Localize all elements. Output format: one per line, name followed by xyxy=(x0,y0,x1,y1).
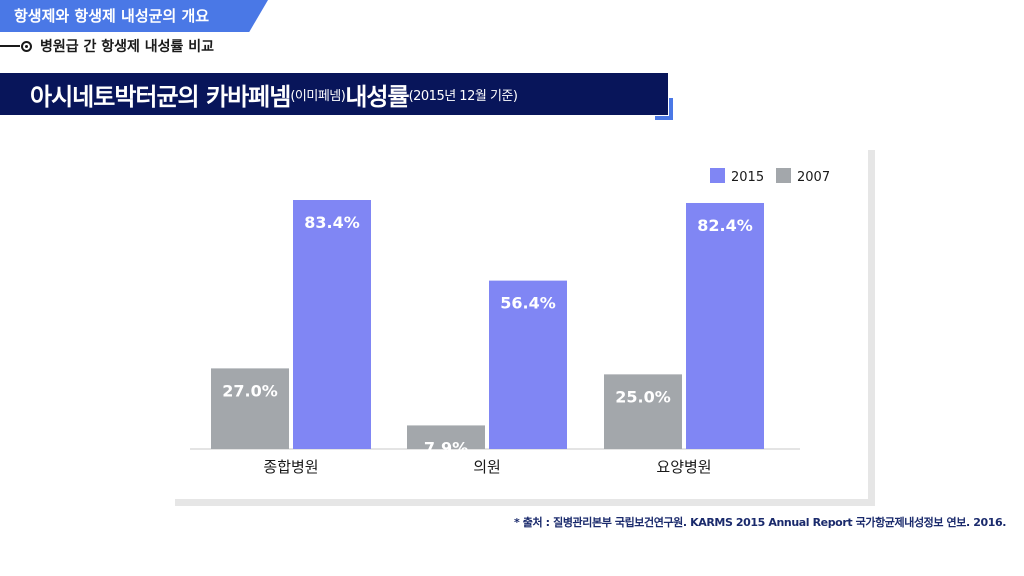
data-label-2015-1: 56.4% xyxy=(500,294,556,313)
title-mid: 내성률 xyxy=(345,82,409,111)
slide-title: 아시네토박터균의 카바페넴 (이미페넴) 내성률 (2015년 12월 기준) xyxy=(0,73,668,115)
legend-swatch-2015 xyxy=(710,168,725,183)
x-tick-label-0: 종합병원 xyxy=(263,458,318,476)
legend-swatch-2007 xyxy=(776,168,791,183)
data-label-2015-2: 82.4% xyxy=(697,216,753,235)
data-label-2007-0: 27.0% xyxy=(222,381,278,400)
data-label-2007-2: 25.0% xyxy=(615,387,671,406)
title-main: 아시네토박터균의 카바페넴 xyxy=(30,82,291,111)
title-bracket-icon xyxy=(655,98,673,120)
subtitle-line-icon xyxy=(0,45,20,47)
bar-2015-1 xyxy=(489,280,567,449)
bar-chart: 27.0% 83.4% 종합병원 7.9% 56.4% 의원 25.0% 82.4% 요양병원 2… xyxy=(190,168,830,476)
bar-2015-2 xyxy=(686,202,764,449)
section-tag: 항생제와 항생제 내성균의 개요 xyxy=(0,0,268,32)
subtitle: 병원급 간 항생제 내성률 비교 xyxy=(40,39,215,55)
subtitle-bullet-icon xyxy=(21,40,32,52)
data-label-2007-1: 7.9% xyxy=(424,438,468,457)
subtitle-row: 병원급 간 항생제 내성률 비교 xyxy=(0,37,214,55)
bar-2007-0 xyxy=(211,368,289,449)
title-paren: (이미페넴) xyxy=(290,88,346,104)
data-label-2015-0: 83.4% xyxy=(304,213,360,232)
x-tick-label-1: 의원 xyxy=(473,458,501,476)
title-date-note: (2015년 12월 기준) xyxy=(408,88,518,104)
source-note: * 출처 : 질병관리본부 국립보건연구원. KARMS 2015 Annual… xyxy=(514,516,1006,529)
x-tick-label-2: 요양병원 xyxy=(656,458,711,476)
legend-label-2007: 2007 xyxy=(797,170,830,185)
bar-2007-2 xyxy=(604,374,682,449)
bar-2015-0 xyxy=(293,200,371,449)
bar-2007-1 xyxy=(407,425,485,449)
chart-panel: 27.0% 83.4% 종합병원 7.9% 56.4% 의원 25.0% 82.4% 요양병원 2… xyxy=(168,143,868,499)
legend-label-2015: 2015 xyxy=(731,170,764,185)
